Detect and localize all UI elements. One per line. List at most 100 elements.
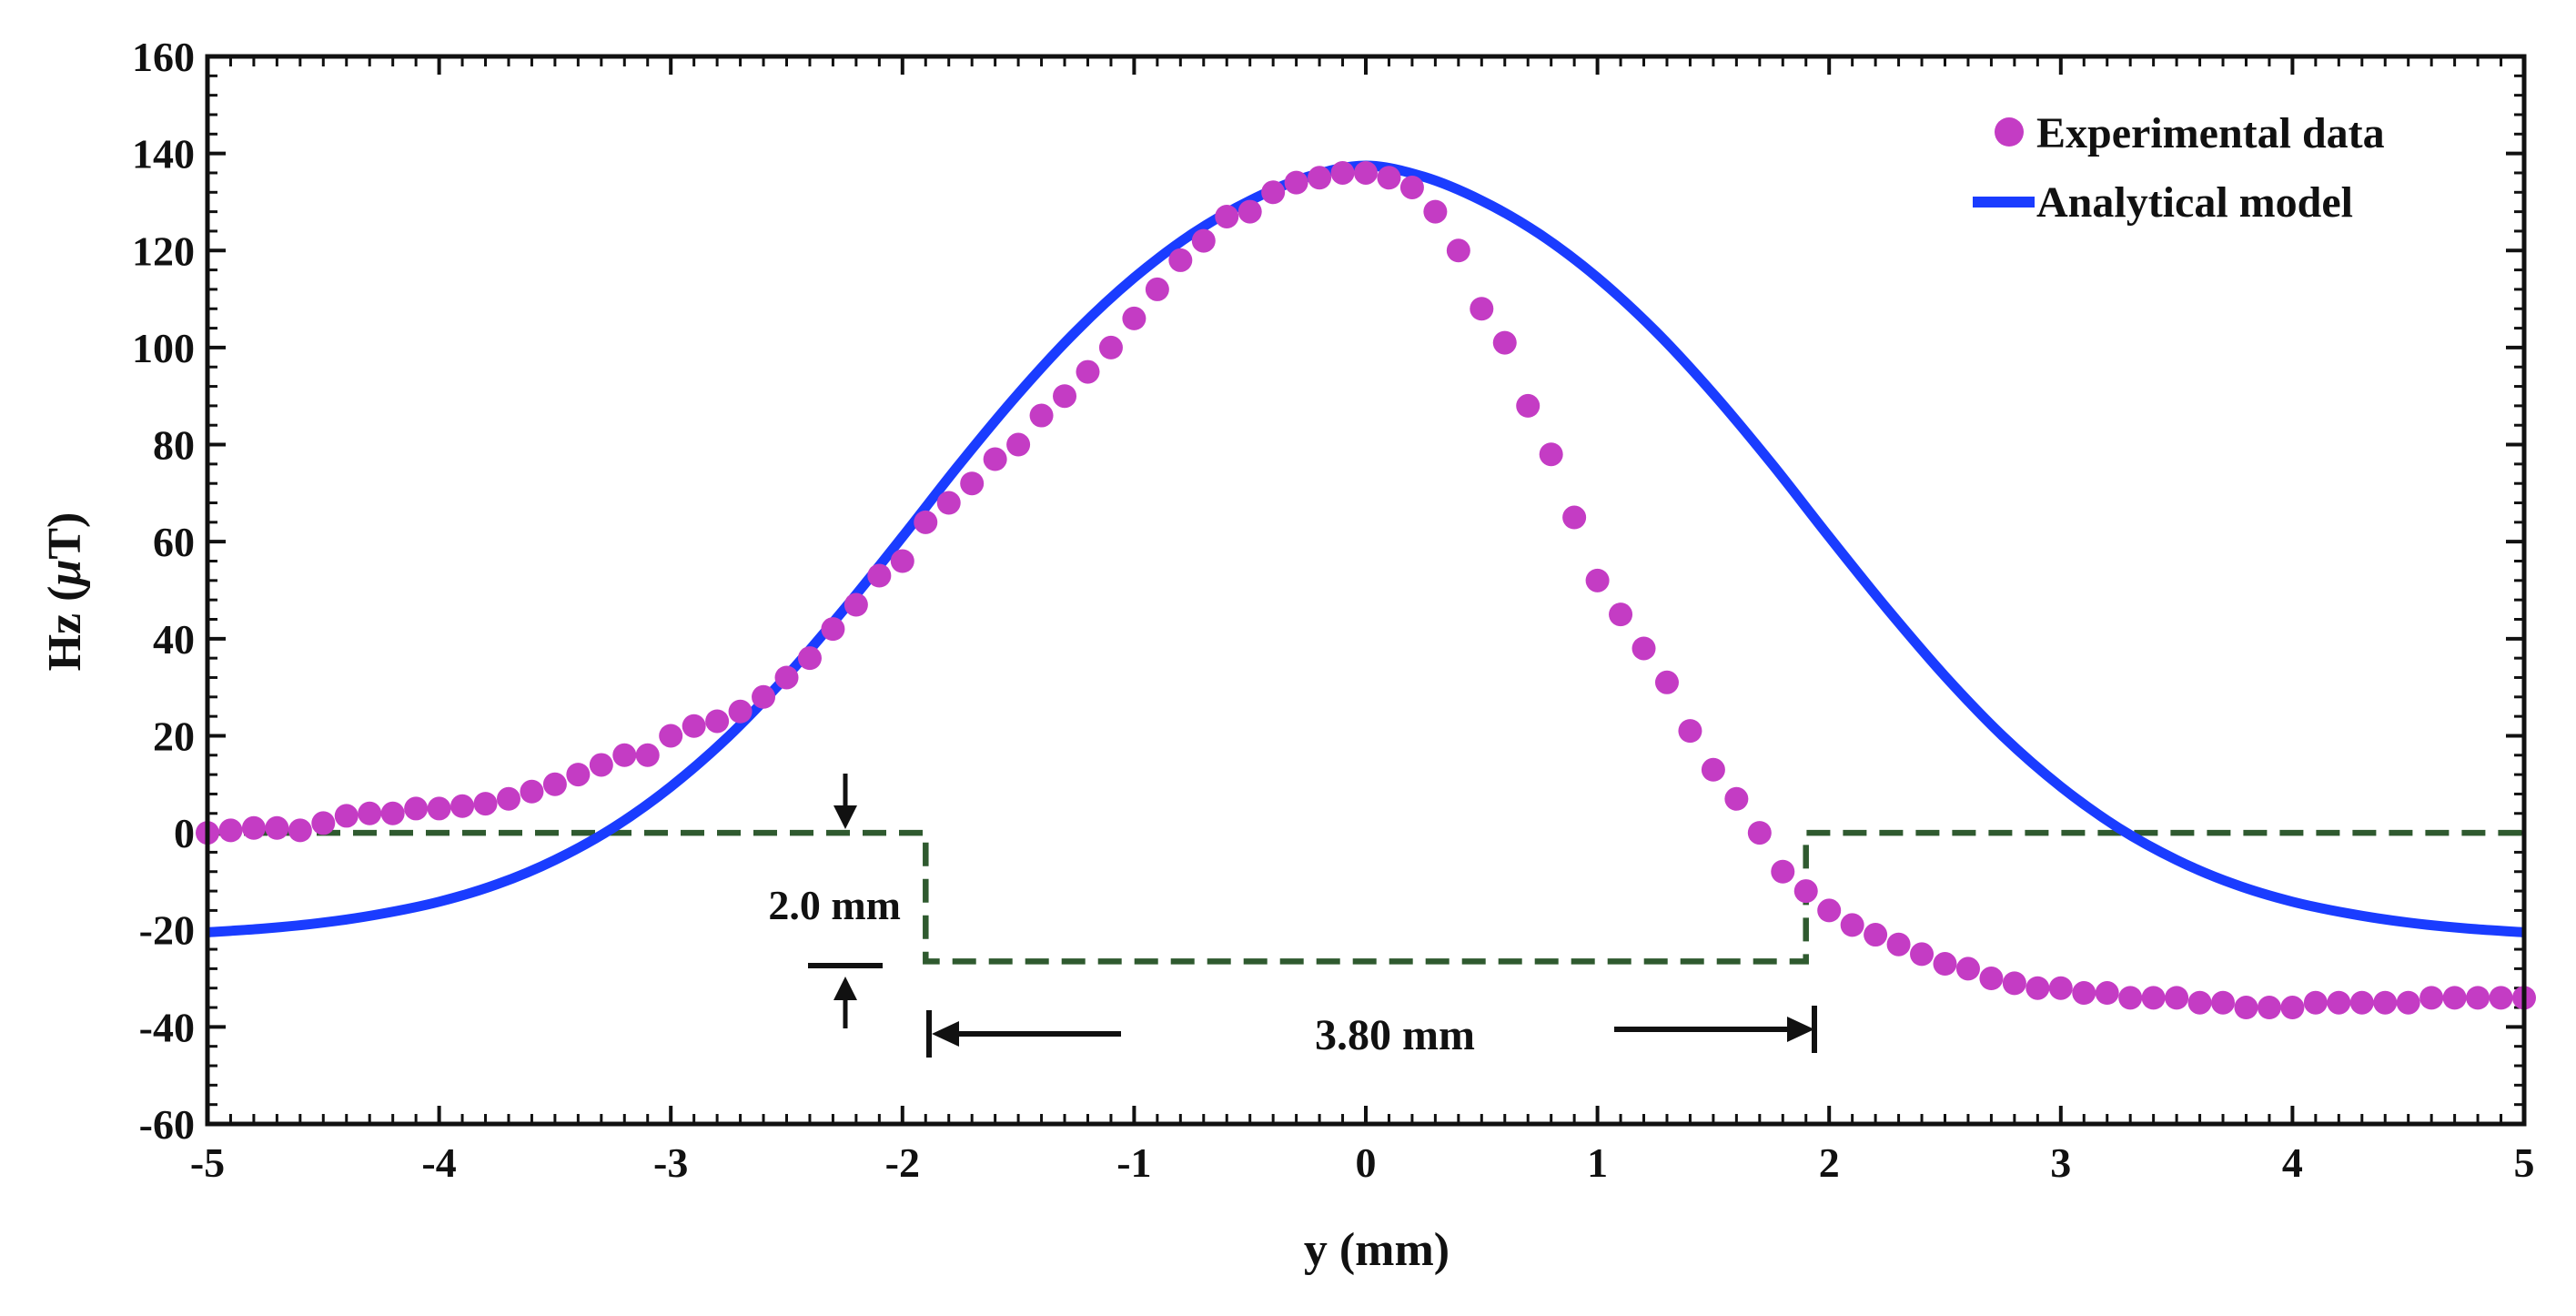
depth-label: 2.0 mm [768, 882, 901, 928]
experimental-point [311, 811, 336, 835]
experimental-point [1724, 786, 1749, 811]
width-arrow-left-head [932, 1021, 959, 1047]
experimental-point [983, 447, 1007, 471]
x-tick-label: -5 [190, 1139, 225, 1186]
experimental-point [2442, 986, 2467, 1010]
experimental-point [241, 815, 266, 840]
experimental-point [1585, 568, 1610, 592]
experimental-point [1308, 166, 1332, 190]
experimental-point [473, 792, 498, 816]
y-tick-label: 40 [153, 616, 195, 663]
y-tick-labels: -60 -40 -20 0 20 40 60 80 100 120 140 160 [132, 34, 195, 1148]
x-tick-label: 4 [2282, 1139, 2303, 1186]
experimental-point [1654, 670, 1679, 694]
experimental-point [1261, 180, 1286, 205]
experimental-point [2280, 996, 2305, 1020]
experimental-point [1122, 306, 1147, 330]
experimental-point [427, 796, 451, 821]
experimental-point [1006, 432, 1031, 457]
x-tick-label: 2 [1819, 1139, 1840, 1186]
experimental-point [1470, 297, 1494, 321]
legend-experimental-label: Experimental data [2036, 109, 2385, 157]
experimental-point [2211, 990, 2236, 1015]
y-tick-label: -60 [139, 1101, 195, 1148]
experimental-point [752, 684, 776, 709]
depth-annotation: 2.0 mm [768, 774, 901, 1028]
experimental-point [1840, 913, 1864, 937]
experimental-point [1330, 160, 1355, 185]
depth-arrow-top-head [833, 805, 857, 829]
experimental-point [380, 801, 405, 825]
experimental-point [1492, 330, 1517, 355]
experimental-point [1562, 505, 1587, 530]
experimental-point [2349, 990, 2374, 1015]
experimental-point [1910, 942, 1935, 967]
experimental-point [682, 714, 706, 738]
experimental-point [358, 801, 382, 825]
legend-analytical-label: Analytical model [2036, 178, 2353, 227]
experimental-point [821, 617, 845, 642]
experimental-point [1933, 952, 1957, 977]
experimental-point [2187, 990, 2212, 1015]
experimental-point [2095, 981, 2119, 1006]
experimental-point [1354, 160, 1378, 185]
experimental-point [1423, 199, 1448, 224]
experimental-point [867, 563, 892, 588]
experimental-point [1793, 879, 1818, 904]
experimental-point [890, 549, 914, 573]
experimental-point [218, 818, 243, 843]
experimental-point [1979, 967, 2004, 991]
y-tick-label: -20 [139, 907, 195, 954]
experimental-point [1701, 757, 1725, 782]
legend: Experimental data Analytical model [1973, 109, 2385, 227]
experimental-point [2141, 986, 2166, 1010]
experimental-point [1771, 859, 1795, 884]
width-annotation: 3.80 mm [926, 1006, 1817, 1059]
experimental-point [1029, 403, 1054, 428]
y-axis-label-unit: μ [39, 560, 91, 589]
experimental-point [1886, 932, 1911, 957]
experimental-point [520, 779, 544, 804]
depth-arrow-bottom-head [833, 977, 857, 1000]
experimental-point [635, 743, 660, 767]
experimental-point [1631, 636, 1656, 661]
y-axis-label-main: Hz ( [39, 586, 91, 672]
experimental-point [2048, 976, 2073, 1000]
experimental-point [960, 471, 985, 496]
experimental-point [728, 699, 753, 724]
experimental-point [2396, 990, 2420, 1015]
y-axis-label-tail: T) [39, 512, 91, 560]
experimental-point [1446, 238, 1470, 263]
x-tick-label: -4 [421, 1139, 456, 1186]
experimental-point [1747, 821, 1772, 845]
experimental-point [1539, 442, 1563, 467]
x-tick-label: 5 [2514, 1139, 2535, 1186]
y-tick-label: -40 [139, 1004, 195, 1050]
experimental-points [196, 160, 2536, 1020]
experimental-point [612, 743, 637, 767]
experimental-point [450, 794, 475, 818]
experimental-point [2072, 981, 2096, 1006]
width-arrow-right-head [1787, 1017, 1814, 1042]
y-tick-label: 0 [174, 810, 195, 856]
experimental-point [1817, 898, 1842, 923]
experimental-point [659, 724, 683, 748]
experimental-point [1516, 393, 1541, 418]
experimental-point [2303, 990, 2328, 1015]
experimental-point [566, 763, 591, 787]
experimental-point [2002, 971, 2026, 996]
y-axis-label: Hz (μT) [39, 512, 91, 672]
experimental-point [1955, 957, 1980, 981]
experimental-point [1284, 170, 1308, 195]
experimental-point [774, 665, 799, 690]
experimental-point [1076, 359, 1100, 384]
experimental-point [1098, 335, 1123, 359]
experimental-point [914, 510, 938, 534]
experimental-point [2466, 986, 2490, 1010]
y-tick-label: 120 [132, 228, 195, 274]
legend-experimental-marker [1995, 117, 2024, 147]
experimental-point [2257, 996, 2281, 1020]
y-tick-label: 140 [132, 131, 195, 177]
